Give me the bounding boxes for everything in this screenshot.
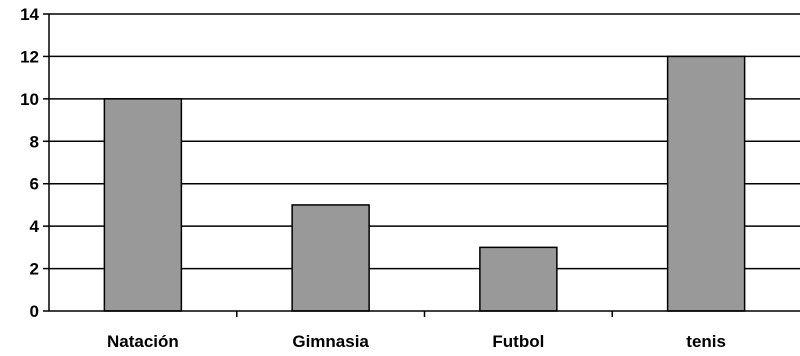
bar-natación bbox=[103, 98, 183, 312]
bar-tenis bbox=[666, 55, 746, 312]
y-tick-label: 10 bbox=[20, 90, 39, 109]
y-tick-label: 12 bbox=[20, 47, 39, 66]
y-tick-label: 4 bbox=[30, 217, 40, 236]
y-tick-label: 6 bbox=[30, 175, 39, 194]
bar-futbol bbox=[479, 246, 558, 312]
bars bbox=[103, 55, 746, 312]
x-category-label: Futbol bbox=[492, 332, 544, 351]
bar-gimnasia bbox=[291, 204, 370, 312]
axes bbox=[43, 13, 800, 317]
x-category-label: Natación bbox=[107, 332, 179, 351]
y-tick-label: 0 bbox=[30, 302, 39, 321]
x-category-label: Gimnasia bbox=[292, 332, 369, 351]
y-tick-label: 14 bbox=[20, 5, 39, 24]
y-tick-labels: 0 2 4 6 8 10 12 14 bbox=[20, 5, 39, 321]
x-category-labels: Natación Gimnasia Futbol tenis bbox=[107, 332, 726, 351]
x-category-label: tenis bbox=[686, 332, 726, 351]
y-tick-label: 2 bbox=[30, 260, 39, 279]
y-tick-label: 8 bbox=[30, 132, 39, 151]
